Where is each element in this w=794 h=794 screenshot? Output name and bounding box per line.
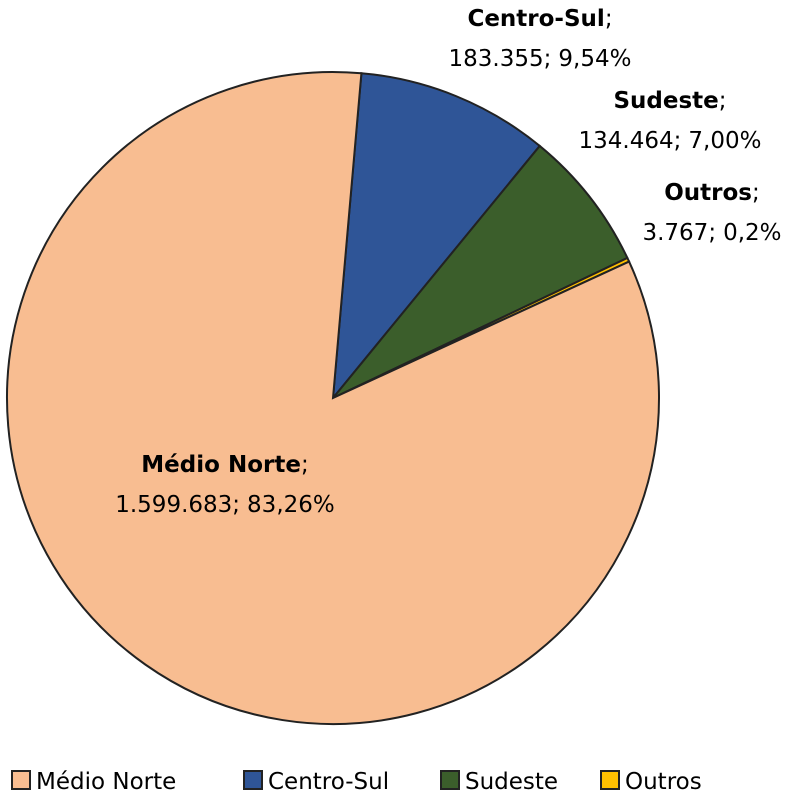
data-label-value: 3.767; 0,2% xyxy=(642,220,781,246)
legend-swatch xyxy=(600,770,620,790)
category-name: Centro-Sul xyxy=(467,6,604,32)
percentage-label: 9,54% xyxy=(558,46,631,72)
value-label: 183.355 xyxy=(449,46,544,72)
data-label-value: 183.355; 9,54% xyxy=(449,46,632,72)
legend-label: Outros xyxy=(625,769,702,794)
pie-slice xyxy=(331,72,542,402)
category-name: Outros xyxy=(664,180,752,206)
legend-label: Médio Norte xyxy=(36,769,176,794)
separator: ; xyxy=(674,128,682,154)
pie-slice xyxy=(332,144,629,399)
separator: ; xyxy=(719,88,727,114)
percentage-label: 7,00% xyxy=(688,128,761,154)
percentage-label: 83,26% xyxy=(247,492,335,518)
percentage-label: 0,2% xyxy=(723,220,781,246)
category-name: Médio Norte xyxy=(141,452,301,478)
data-label-name: Centro-Sul; xyxy=(467,6,612,32)
separator: ; xyxy=(605,6,613,32)
category-name: Sudeste xyxy=(613,88,718,114)
legend-swatch xyxy=(243,770,263,790)
legend-label: Centro-Sul xyxy=(268,769,389,794)
separator: ; xyxy=(752,180,760,206)
data-label-value: 1.599.683; 83,26% xyxy=(115,492,335,518)
legend-swatch xyxy=(11,770,31,790)
data-label-value: 134.464; 7,00% xyxy=(579,128,762,154)
data-label-name: Outros; xyxy=(664,180,760,206)
separator: ; xyxy=(232,492,240,518)
data-label-name: Sudeste; xyxy=(613,88,726,114)
legend-label: Sudeste xyxy=(465,769,558,794)
separator: ; xyxy=(301,452,309,478)
separator: ; xyxy=(544,46,552,72)
separator: ; xyxy=(708,220,716,246)
value-label: 1.599.683 xyxy=(115,492,232,518)
value-label: 134.464 xyxy=(579,128,674,154)
value-label: 3.767 xyxy=(642,220,708,246)
legend-swatch xyxy=(440,770,460,790)
data-label-name: Médio Norte; xyxy=(141,452,308,478)
pie-slice xyxy=(6,71,660,725)
